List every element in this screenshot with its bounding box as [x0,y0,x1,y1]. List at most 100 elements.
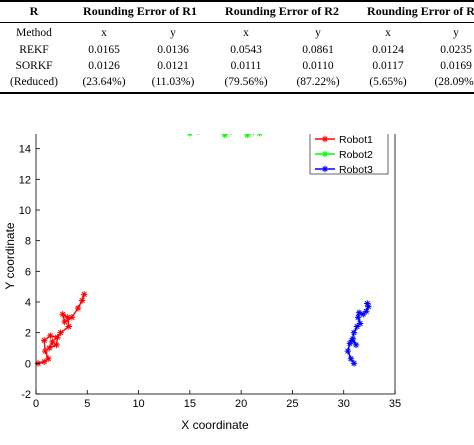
data-point [53,341,60,349]
data-point [74,304,82,312]
data-point [68,314,76,321]
data-point [221,134,228,139]
y-tick-label: 6 [25,266,31,278]
data-point [365,303,372,310]
plot-frame [35,134,396,395]
table-cell: REKF [19,44,49,56]
table-cell: 0.0126 [88,60,120,72]
data-point [364,300,371,307]
legend-label: Robot2 [339,149,373,161]
x-tick-label: 10 [132,398,144,410]
data-point [59,311,66,318]
table-cell: 0.0117 [372,60,404,72]
data-point [46,344,53,352]
x-tick-label: 5 [84,398,90,410]
y-tick-label: 12 [19,174,31,186]
data-point [350,360,358,367]
data-point [347,355,355,362]
table-cell: x [243,27,249,39]
table-cell: y [315,27,321,39]
data-point [350,329,358,336]
y-tick-label: 0 [25,358,31,370]
y-tick-label: -2 [21,389,31,401]
x-tick-label: 30 [338,398,350,410]
y-tick-label: 14 [19,144,31,156]
data-point [78,297,86,304]
table-cell: 0.0169 [440,60,472,72]
table-cell: (79.56%) [224,76,268,88]
data-point [344,347,352,355]
table-cell: SORKF [15,60,53,72]
legend-label: Robot1 [339,134,373,146]
y-tick-label: 2 [25,328,31,340]
data-point [244,134,251,139]
table-cell: 0.0111 [230,60,262,72]
data-point [360,311,367,318]
table-cell: 0.0543 [230,44,262,56]
data-point [356,320,364,327]
data-point [352,341,360,349]
data-point [355,309,363,316]
table-cell: 0.0165 [88,44,120,56]
series-robot3 [344,300,372,367]
data-point [41,358,48,365]
data-point [354,314,362,321]
table-cell: (28.09%) [434,76,474,88]
table-cell: 0.0136 [157,44,189,56]
table-header-rule [0,22,474,23]
legend: Robot1 Robot2 Robot3 [309,134,389,176]
table-cell: x [385,27,391,39]
y-tick-label: 10 [19,205,31,217]
table-cell: 0.0110 [302,60,334,72]
data-point [47,332,54,339]
table-cell: y [170,27,176,39]
y-axis-label: Y coordinate [3,222,17,289]
table-cell: Method [16,27,52,39]
table-cell: (87.22%) [296,76,340,88]
data-point [54,334,61,341]
data-point [61,318,68,326]
data-point [348,337,356,344]
table-cell: (Reduced) [10,76,58,88]
table-cell: y [453,27,459,39]
table-cell: 0.0861 [302,44,334,56]
data-point [64,314,71,321]
data-point [49,338,56,346]
table-header-r1: Rounding Error of R1 [83,4,197,18]
x-tick-label: 25 [286,398,298,410]
table-cell: 0.0235 [440,44,472,56]
table-bottom-rule [0,92,474,94]
data-point [353,323,361,330]
data-point [363,308,370,315]
x-tick-label: 35 [389,398,401,410]
results-table: R Rounding Error of R1 Rounding Error of… [0,0,474,128]
data-point [57,329,64,336]
table-cell: (11.03%) [151,76,195,88]
table-header-r: R [29,4,39,18]
table-header-r2: Rounding Error of R2 [225,4,339,18]
plot-area [36,134,395,394]
y-tick-label: 4 [25,297,31,309]
data-point [65,323,73,330]
y-tick-label: 8 [25,236,31,248]
table-cell: (5.65%) [369,76,407,88]
table-cell: (23.64%) [82,76,126,88]
table-cell: 0.0124 [372,44,404,56]
legend-marker [321,150,329,158]
table-header-r3: Rounding Error of R3 [367,4,474,18]
legend-marker [321,135,329,143]
data-point [346,340,354,347]
legend-marker [321,165,329,173]
data-point [81,291,88,298]
legend-label: Robot3 [339,164,373,176]
series-robot2 [187,134,263,139]
x-tick-label: 0 [33,398,39,410]
table-cell: 0.0121 [157,60,189,72]
x-axis-label: X coordinate [181,418,249,432]
data-point [45,355,52,362]
table-cell: x [101,27,107,39]
x-tick-label: 20 [235,398,247,410]
x-tick-label: 15 [184,398,196,410]
